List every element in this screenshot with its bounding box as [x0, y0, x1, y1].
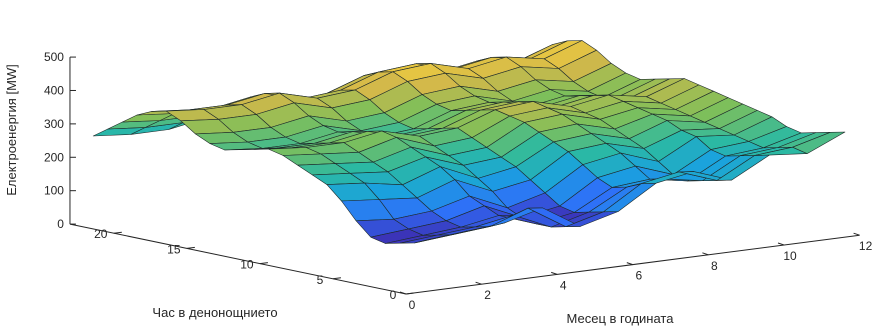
x-tick-mark — [475, 281, 482, 285]
y-tick-label: 20 — [94, 227, 108, 241]
x-tick-mark — [626, 262, 633, 266]
y-tick-label: 15 — [167, 242, 181, 256]
surface-cell-h1-m11 — [792, 131, 846, 154]
z-axis-title: Електроенергия [MW] — [4, 64, 19, 196]
y-tick-mark — [332, 277, 342, 280]
y-tick-label: 0 — [390, 288, 397, 302]
x-tick-label: 10 — [783, 249, 797, 263]
x-tick-mark — [853, 232, 860, 236]
x-tick-mark — [702, 252, 709, 256]
z-tick-label: 0 — [57, 217, 64, 231]
z-tick-label: 400 — [44, 83, 64, 97]
x-axis-title: Месец в годината — [567, 311, 675, 326]
y-axis-title: Час в денонощнието — [152, 305, 277, 320]
x-tick-label: 0 — [409, 298, 416, 312]
x-tick-label: 12 — [859, 239, 873, 253]
surface-mesh — [92, 40, 846, 244]
x-tick-mark — [399, 291, 407, 295]
z-tick-label: 100 — [44, 184, 64, 198]
x-tick-label: 4 — [560, 278, 567, 292]
z-tick-label: 300 — [44, 117, 64, 131]
y-tick-label: 10 — [240, 258, 254, 272]
z-tick-label: 200 — [44, 150, 64, 164]
y-tick-label: 5 — [317, 273, 324, 287]
x-tick-label: 8 — [711, 259, 718, 273]
x-tick-label: 2 — [484, 288, 491, 302]
y-axis-line — [69, 223, 407, 295]
z-tick-label: 500 — [44, 50, 64, 64]
y-tick-mark — [405, 292, 415, 295]
x-tick-mark — [777, 242, 785, 246]
y-tick-mark — [113, 231, 122, 234]
x-tick-label: 6 — [635, 269, 642, 283]
y-tick-mark — [186, 246, 195, 249]
y-tick-mark — [259, 262, 268, 265]
x-tick-mark — [551, 271, 558, 275]
